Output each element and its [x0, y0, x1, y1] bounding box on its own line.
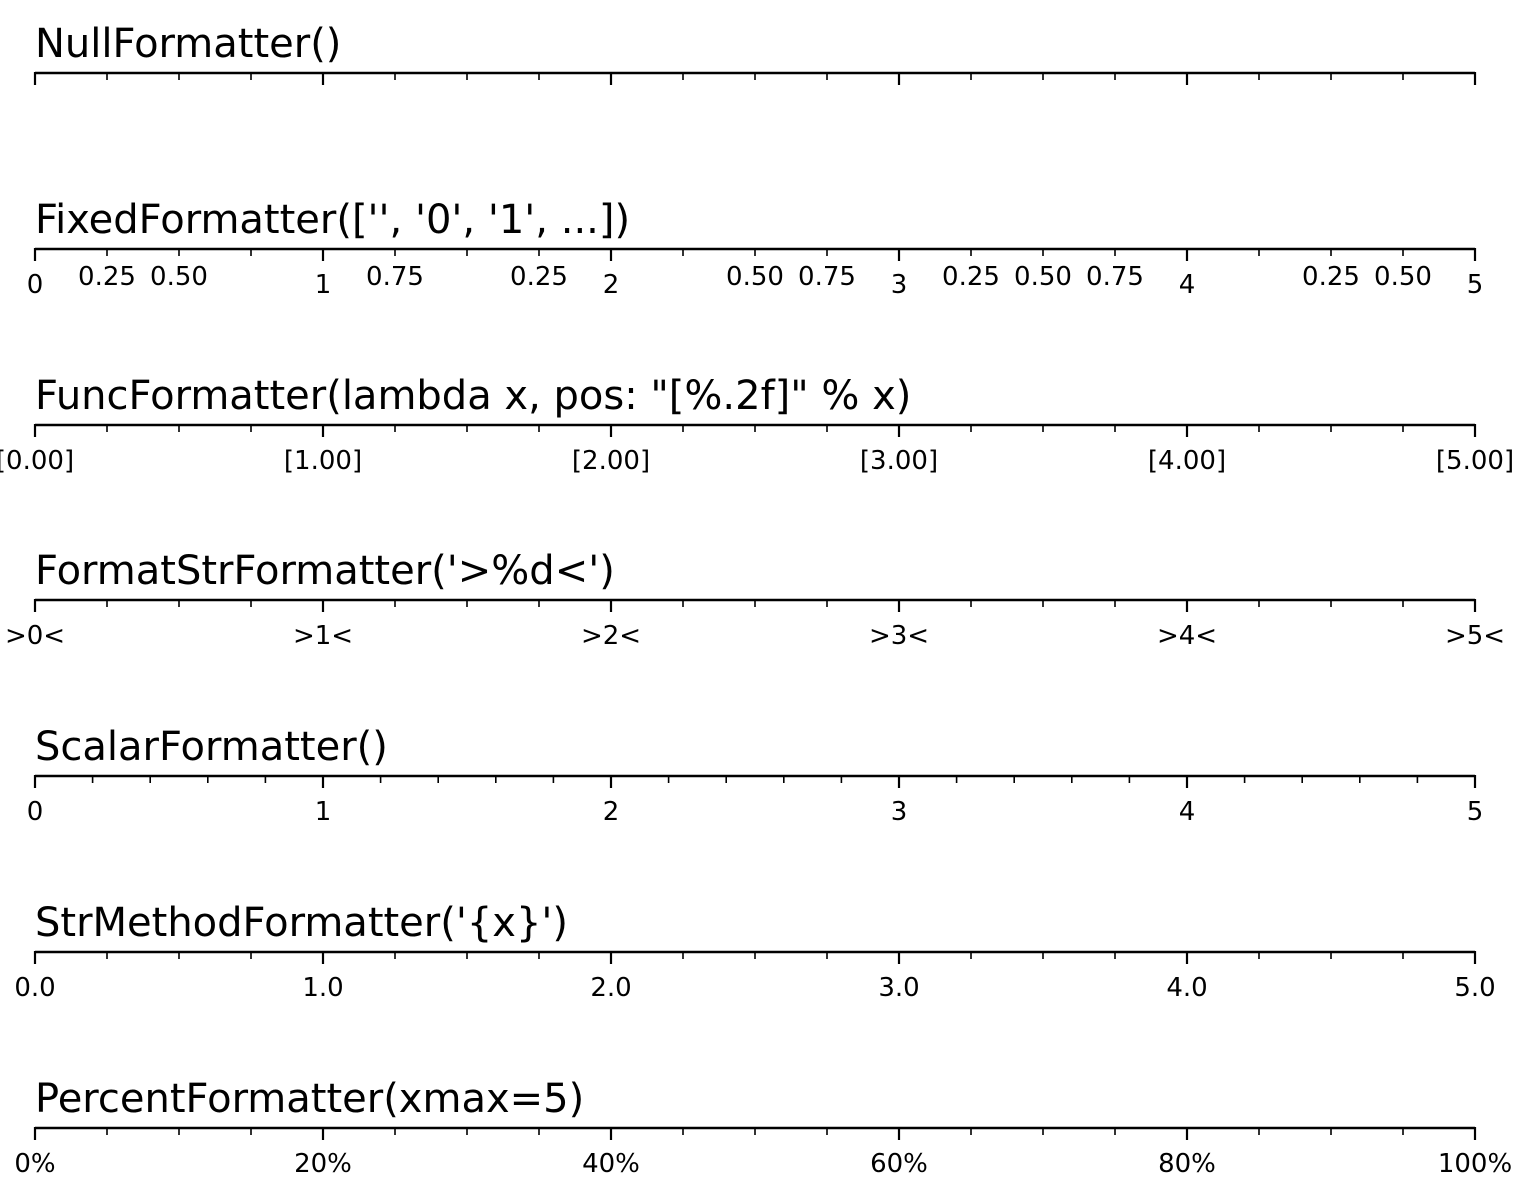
panel-title: FixedFormatter(['', '0', '1', ...]) [35, 197, 630, 243]
major-tick-label: 0 [27, 797, 44, 827]
major-tick-label: >3< [869, 621, 929, 651]
minor-tick-label: 0.25 [1302, 262, 1360, 292]
major-tick-label: 5.0 [1454, 973, 1495, 1003]
minor-tick-label: 0.50 [1374, 262, 1432, 292]
minor-tick-label: 0.25 [78, 262, 136, 292]
minor-tick-label: 0.50 [726, 262, 784, 292]
major-tick-label: 1 [315, 270, 332, 300]
minor-tick-label: 0.75 [1086, 262, 1144, 292]
major-tick-label: 3.0 [878, 973, 919, 1003]
panel-title: NullFormatter() [35, 21, 341, 67]
minor-tick-label: 0.25 [942, 262, 1000, 292]
major-tick-label: 4 [1179, 797, 1196, 827]
panel-title: PercentFormatter(xmax=5) [35, 1076, 584, 1122]
major-tick-label: 4.0 [1166, 973, 1207, 1003]
minor-tick-label: 0.50 [1014, 262, 1072, 292]
panel-title: StrMethodFormatter('{x}') [35, 900, 568, 946]
major-tick-label: [5.00] [1436, 446, 1514, 476]
major-tick-label: 1 [315, 797, 332, 827]
minor-tick-label: 0.50 [150, 262, 208, 292]
major-tick-label: [0.00] [0, 446, 74, 476]
minor-tick-label: 0.75 [366, 262, 424, 292]
major-tick-label: [3.00] [860, 446, 938, 476]
panel-title: FuncFormatter(lambda x, pos: "[%.2f]" % … [35, 373, 911, 419]
major-tick-label: 2 [603, 270, 620, 300]
major-tick-label: 60% [870, 1149, 928, 1179]
major-tick-label: [4.00] [1148, 446, 1226, 476]
major-tick-label: >0< [5, 621, 65, 651]
major-tick-label: 4 [1179, 270, 1196, 300]
major-tick-label: 0% [14, 1149, 55, 1179]
major-tick-label: 20% [294, 1149, 352, 1179]
major-tick-label: 5 [1467, 797, 1484, 827]
major-tick-label: >1< [293, 621, 353, 651]
panel-title: ScalarFormatter() [35, 724, 388, 770]
major-tick-label: 5 [1467, 270, 1484, 300]
major-tick-label: >5< [1445, 621, 1505, 651]
major-tick-label: [2.00] [572, 446, 650, 476]
panel-title: FormatStrFormatter('>%d<') [35, 548, 615, 594]
major-tick-label: 40% [582, 1149, 640, 1179]
major-tick-label: >2< [581, 621, 641, 651]
major-tick-label: >4< [1157, 621, 1217, 651]
major-tick-label: 1.0 [302, 973, 343, 1003]
major-tick-label: 0.0 [14, 973, 55, 1003]
major-tick-label: 3 [891, 270, 908, 300]
minor-tick-label: 0.25 [510, 262, 568, 292]
major-tick-label: 2 [603, 797, 620, 827]
minor-tick-label: 0.75 [798, 262, 856, 292]
major-tick-label: 3 [891, 797, 908, 827]
major-tick-label: 0 [27, 270, 44, 300]
major-tick-label: 80% [1158, 1149, 1216, 1179]
major-tick-label: 2.0 [590, 973, 631, 1003]
major-tick-label: [1.00] [284, 446, 362, 476]
major-tick-label: 100% [1438, 1149, 1512, 1179]
